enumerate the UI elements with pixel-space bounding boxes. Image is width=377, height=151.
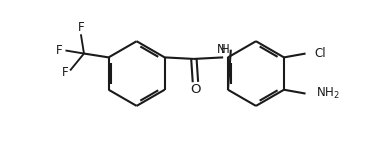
Text: O: O	[190, 83, 201, 96]
Text: F: F	[56, 44, 63, 57]
Text: F: F	[78, 21, 85, 34]
Text: N: N	[217, 43, 226, 56]
Text: F: F	[61, 66, 68, 79]
Text: Cl: Cl	[315, 47, 326, 60]
Text: H: H	[221, 43, 230, 56]
Text: NH$_2$: NH$_2$	[316, 86, 340, 101]
